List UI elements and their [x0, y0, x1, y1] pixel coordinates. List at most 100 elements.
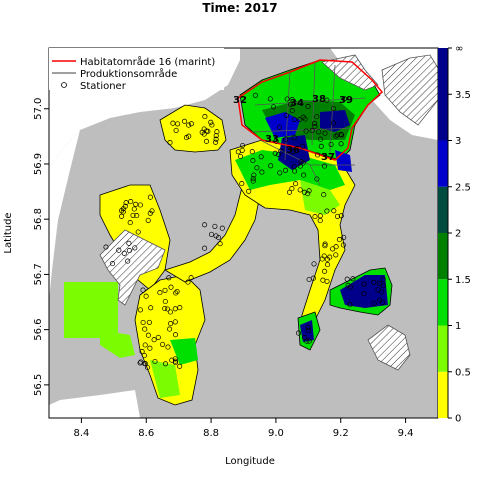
- colorbar: 0 0.5 1 1.5 2 2.5 3 3.5 ∞: [438, 44, 471, 425]
- area-label-38: 38: [312, 94, 326, 105]
- station-marker: [125, 258, 131, 264]
- area-label-37: 37: [321, 152, 335, 163]
- station-marker: [361, 281, 367, 287]
- x-tick-label: 8.8: [203, 428, 219, 439]
- station-marker: [141, 352, 147, 359]
- legend-label-production: Produktionsområde: [80, 67, 177, 80]
- station-marker: [344, 276, 350, 282]
- station-marker: [250, 158, 256, 164]
- station-marker: [143, 293, 149, 299]
- station-marker: [167, 326, 173, 332]
- station-marker: [237, 153, 244, 160]
- station-marker: [324, 97, 330, 103]
- colorbar-band: [438, 233, 448, 280]
- colorbar-tick-label: 2: [455, 229, 461, 240]
- station-marker: [288, 101, 294, 107]
- station-marker: [334, 213, 341, 219]
- station-marker: [379, 289, 385, 295]
- station-marker: [338, 141, 344, 147]
- station-marker: [271, 104, 277, 110]
- station-marker: [167, 309, 173, 315]
- southeast-small-navy: [300, 320, 314, 342]
- station-marker: [219, 225, 225, 231]
- station-marker: [162, 298, 168, 305]
- production-area-northeast: [381, 54, 438, 126]
- station-marker: [293, 181, 299, 187]
- station-marker: [213, 139, 219, 145]
- colorbar-tick-label: 1.5: [455, 275, 471, 286]
- station-marker: [291, 163, 297, 170]
- station-marker: [128, 199, 134, 205]
- station-marker: [312, 124, 318, 130]
- x-tick-label: 9.0: [268, 428, 284, 439]
- station-marker: [170, 120, 176, 126]
- station-marker: [318, 136, 324, 142]
- station-marker: [172, 319, 178, 325]
- station-marker: [131, 206, 137, 212]
- station-marker: [330, 246, 336, 252]
- station-marker: [328, 141, 334, 147]
- station-marker: [166, 275, 172, 281]
- colorbar-tick-label: 1: [455, 321, 461, 332]
- station-marker: [316, 129, 322, 135]
- station-marker: [289, 108, 295, 114]
- x-axis-label: Longitude: [225, 456, 275, 467]
- station-marker: [145, 332, 151, 338]
- station-marker: [175, 121, 181, 127]
- station-marker: [251, 172, 257, 178]
- station-marker: [202, 245, 208, 251]
- station-marker: [333, 252, 339, 258]
- station-marker: [319, 256, 325, 262]
- station-marker: [130, 212, 136, 218]
- station-marker: [275, 151, 281, 157]
- station-marker: [314, 176, 320, 182]
- y-tick-label: 56.6: [33, 319, 44, 341]
- station-marker: [172, 358, 178, 364]
- station-marker: [212, 223, 218, 229]
- station-marker: [172, 360, 178, 366]
- station-marker: [169, 357, 175, 363]
- area-label-39: 39: [339, 95, 353, 106]
- station-marker: [268, 163, 274, 169]
- station-marker: [347, 302, 353, 308]
- colorbar-band: [438, 279, 448, 326]
- station-marker: [132, 245, 138, 251]
- station-marker: [213, 136, 219, 142]
- station-marker: [301, 189, 307, 195]
- southern-basin-lightgreen: [150, 360, 180, 398]
- station-marker: [217, 241, 223, 247]
- station-marker: [157, 290, 163, 296]
- station-marker: [141, 360, 147, 367]
- station-marker: [371, 300, 377, 306]
- station-marker: [240, 142, 246, 149]
- station-marker: [177, 305, 183, 311]
- northern-bay-navy: [320, 110, 350, 132]
- station-marker: [306, 188, 312, 194]
- colorbar-band: [438, 325, 448, 372]
- station-marker: [321, 192, 327, 198]
- station-marker: [173, 127, 179, 133]
- station-marker: [120, 209, 126, 215]
- station-marker: [121, 250, 127, 256]
- figure-title: Time: 2017: [202, 1, 277, 15]
- station-marker: [116, 247, 122, 253]
- station-marker: [258, 154, 264, 160]
- station-marker: [205, 128, 211, 134]
- station-marker: [174, 288, 180, 295]
- y-tick-label: 56.5: [33, 374, 44, 396]
- station-marker: [272, 150, 278, 156]
- station-marker: [202, 222, 208, 228]
- station-marker: [118, 208, 125, 214]
- station-marker: [239, 147, 245, 153]
- station-marker: [305, 104, 311, 110]
- station-marker: [300, 143, 306, 149]
- station-marker: [341, 234, 347, 240]
- colorbar-tick-label: 0.5: [455, 367, 471, 378]
- station-marker: [306, 338, 312, 344]
- station-marker: [144, 364, 151, 371]
- station-marker: [300, 114, 306, 120]
- y-axis: 56.5 56.6 56.7 56.8 56.9 57.0: [33, 98, 49, 396]
- station-marker: [278, 148, 284, 154]
- station-marker: [333, 133, 339, 139]
